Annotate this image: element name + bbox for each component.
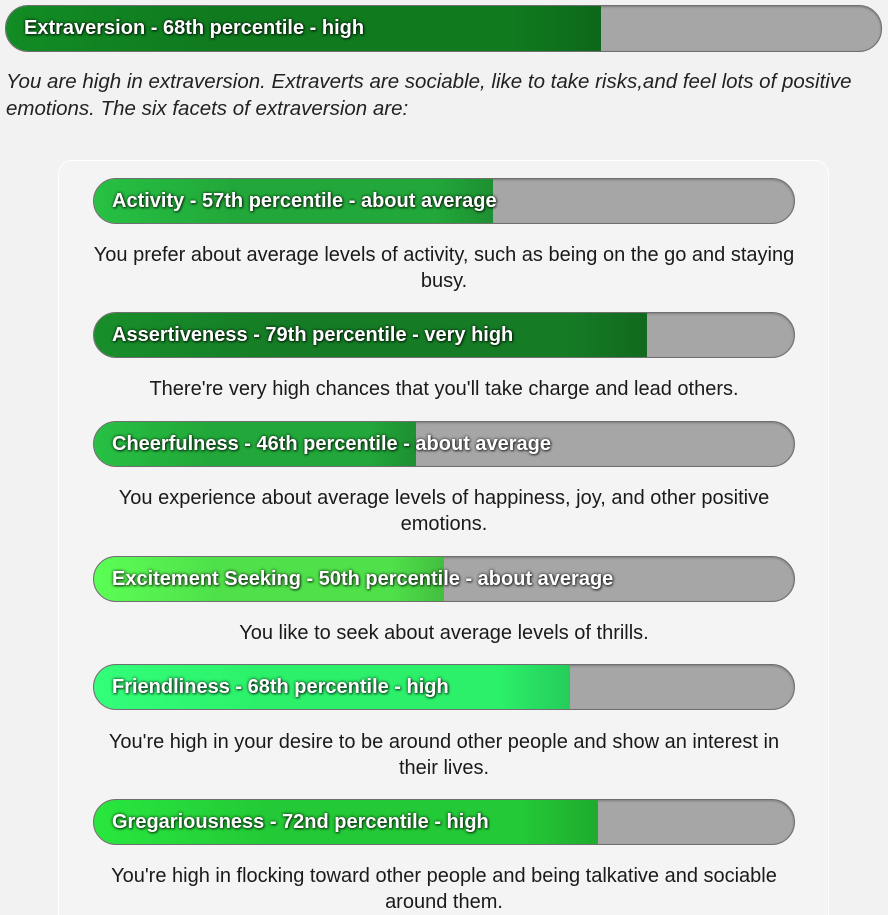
facet-bar-label: Assertiveness - 79th percentile - very h… xyxy=(112,324,514,346)
extraversion-bar-label: Extraversion - 68th percentile - high xyxy=(24,17,365,39)
extraversion-bar: Extraversion - 68th percentile - high xyxy=(5,5,882,52)
facet-bar-assertiveness: Assertiveness - 79th percentile - very h… xyxy=(93,312,795,358)
facet-bar-activity: Activity - 57th percentile - about avera… xyxy=(93,178,795,224)
facet-bar-label: Excitement Seeking - 50th percentile - a… xyxy=(112,568,614,590)
facet-bar-cheerfulness: Cheerfulness - 46th percentile - about a… xyxy=(93,421,795,467)
facet-bar-fill xyxy=(94,313,647,357)
facet-description-excitement-seeking: You like to seek about average levels of… xyxy=(239,622,649,644)
facet-description-assertiveness: There're very high chances that you'll t… xyxy=(149,378,739,400)
extraversion-bar-fill xyxy=(6,6,601,51)
facet-bar-fill xyxy=(94,557,444,601)
extraversion-description: You are high in extraversion. Extraverts… xyxy=(6,70,852,120)
facet-bar-fill xyxy=(94,422,416,466)
facet-bar-fill xyxy=(94,800,598,844)
facets-panel xyxy=(58,160,829,915)
facet-bar-gregariousness: Gregariousness - 72nd percentile - high xyxy=(93,799,795,845)
facet-bar-label: Gregariousness - 72nd percentile - high xyxy=(112,811,489,833)
facet-bar-excitement-seeking: Excitement Seeking - 50th percentile - a… xyxy=(93,556,795,602)
facet-bar-friendliness: Friendliness - 68th percentile - high xyxy=(93,664,795,710)
facet-description-activity: You prefer about average levels of activ… xyxy=(93,244,795,292)
facet-bar-label: Friendliness - 68th percentile - high xyxy=(112,676,449,698)
facet-description-gregariousness: You're high in flocking toward other peo… xyxy=(111,865,777,913)
facet-bar-label: Cheerfulness - 46th percentile - about a… xyxy=(112,433,552,455)
facet-description-friendliness: You're high in your desire to be around … xyxy=(108,731,780,779)
facet-description-cheerfulness: You experience about average levels of h… xyxy=(118,487,770,535)
facet-bar-fill xyxy=(94,665,570,709)
facet-bar-label: Activity - 57th percentile - about avera… xyxy=(112,190,497,212)
facet-bar-fill xyxy=(94,179,493,223)
